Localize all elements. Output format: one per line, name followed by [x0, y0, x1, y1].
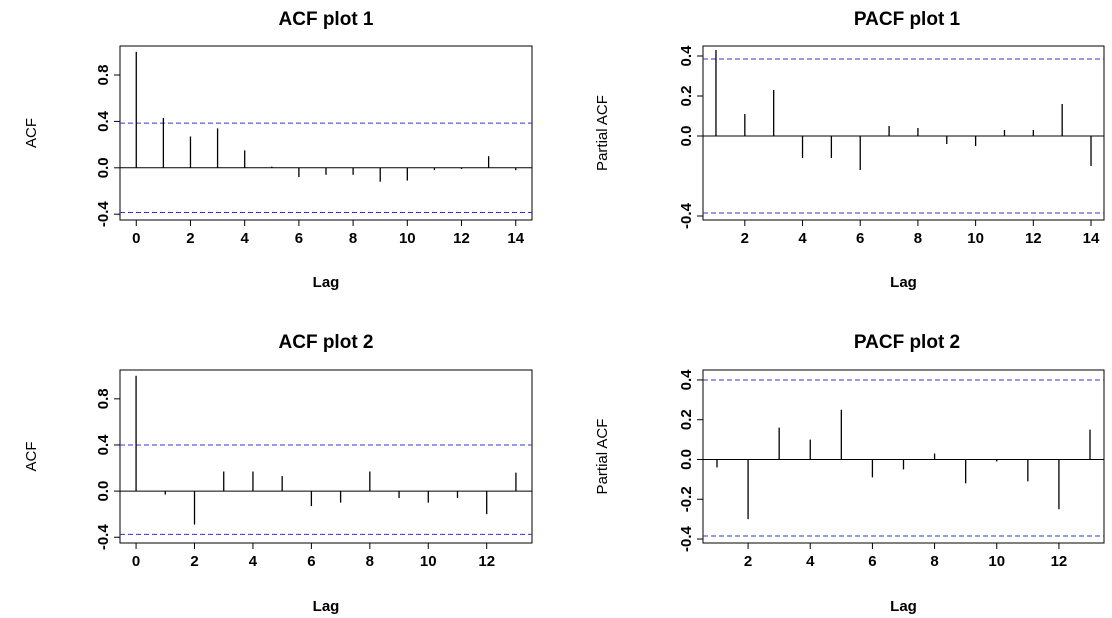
- chart-title: ACF plot 1: [279, 9, 374, 30]
- x-tick-label: 10: [967, 230, 984, 247]
- y-axis-label: Partial ACF: [594, 419, 611, 495]
- plot-frame: [119, 45, 533, 221]
- x-tick-label: 2: [744, 553, 752, 570]
- x-tick-label: 12: [453, 230, 470, 247]
- acf-plot-2: ACF plot 2 Lag ACF 0 2 4 6 8 10 12 -0.4 0.0 0.4 0.…: [23, 332, 533, 615]
- y-axis-label: ACF: [23, 118, 40, 148]
- x-tick-label: 8: [366, 553, 374, 570]
- y-tick-label: 0.2: [678, 409, 695, 430]
- y-tick-label: 0.8: [95, 65, 112, 86]
- chart-title: ACF plot 2: [279, 332, 374, 353]
- x-tick-label: 14: [507, 230, 524, 247]
- x-tick-label: 12: [1025, 230, 1042, 247]
- x-axis-label: Lag: [890, 598, 917, 615]
- y-tick-label: 0.4: [678, 369, 695, 391]
- chart-title: PACF plot 1: [854, 9, 961, 30]
- x-tick-label: 6: [295, 230, 303, 247]
- x-tick-label: 6: [856, 230, 864, 247]
- x-tick-label: 10: [399, 230, 416, 247]
- x-tick-label: 10: [420, 553, 437, 570]
- x-tick-label: 8: [930, 553, 938, 570]
- pacf-plot-1: PACF plot 1 Lag Partial ACF 2 4 6 8 10 12 14 -0…: [594, 9, 1105, 291]
- plot-frame: [702, 45, 1105, 221]
- y-tick-label: -0.4: [678, 525, 695, 552]
- y-tick-label: -0.4: [95, 524, 112, 551]
- x-tick-label: 8: [914, 230, 922, 247]
- y-tick-label: 0.2: [678, 86, 695, 107]
- plot-frame: [702, 369, 1105, 544]
- x-tick-label: 2: [186, 230, 194, 247]
- x-tick-label: 2: [190, 553, 198, 570]
- y-tick-label: 0.4: [678, 45, 695, 67]
- acf-plot-1: ACF plot 1 Lag ACF 0 2 4 6 8 10 12 14 -0.4 0.0 0.4…: [23, 9, 533, 291]
- y-tick-label: 0.4: [95, 110, 112, 132]
- x-tick-label: 6: [307, 553, 315, 570]
- x-tick-label: 10: [988, 553, 1005, 570]
- y-tick-label: 0.0: [678, 126, 695, 147]
- pacf-plot-2: PACF plot 2 Lag Partial ACF 2 4 6 8 10 12 -0.4…: [594, 332, 1105, 615]
- x-axis-label: Lag: [890, 274, 917, 291]
- y-tick-label: -0.4: [678, 202, 695, 229]
- x-tick-label: 6: [868, 553, 876, 570]
- x-axis-label: Lag: [313, 598, 340, 615]
- y-tick-label: 0.0: [95, 481, 112, 502]
- x-tick-label: 12: [478, 553, 495, 570]
- x-tick-label: 0: [132, 553, 140, 570]
- x-tick-label: 8: [349, 230, 357, 247]
- y-axis-label: Partial ACF: [594, 95, 611, 171]
- x-tick-label: 4: [249, 553, 258, 570]
- x-tick-label: 4: [798, 230, 807, 247]
- y-tick-label: -0.2: [678, 486, 695, 512]
- plot-frame: [119, 369, 533, 544]
- x-tick-label: 2: [741, 230, 749, 247]
- x-axis-label: Lag: [313, 274, 340, 291]
- y-tick-label: 0.8: [95, 388, 112, 409]
- y-tick-label: 0.0: [678, 449, 695, 470]
- x-tick-label: 0: [132, 230, 140, 247]
- y-tick-label: 0.0: [95, 157, 112, 178]
- x-tick-label: 12: [1051, 553, 1068, 570]
- y-tick-label: 0.4: [95, 434, 112, 456]
- x-tick-label: 4: [806, 553, 815, 570]
- chart-title: PACF plot 2: [854, 332, 960, 353]
- x-tick-label: 4: [241, 230, 250, 247]
- y-axis-label: ACF: [23, 442, 40, 472]
- y-tick-label: -0.4: [95, 201, 112, 228]
- x-tick-label: 14: [1083, 230, 1100, 247]
